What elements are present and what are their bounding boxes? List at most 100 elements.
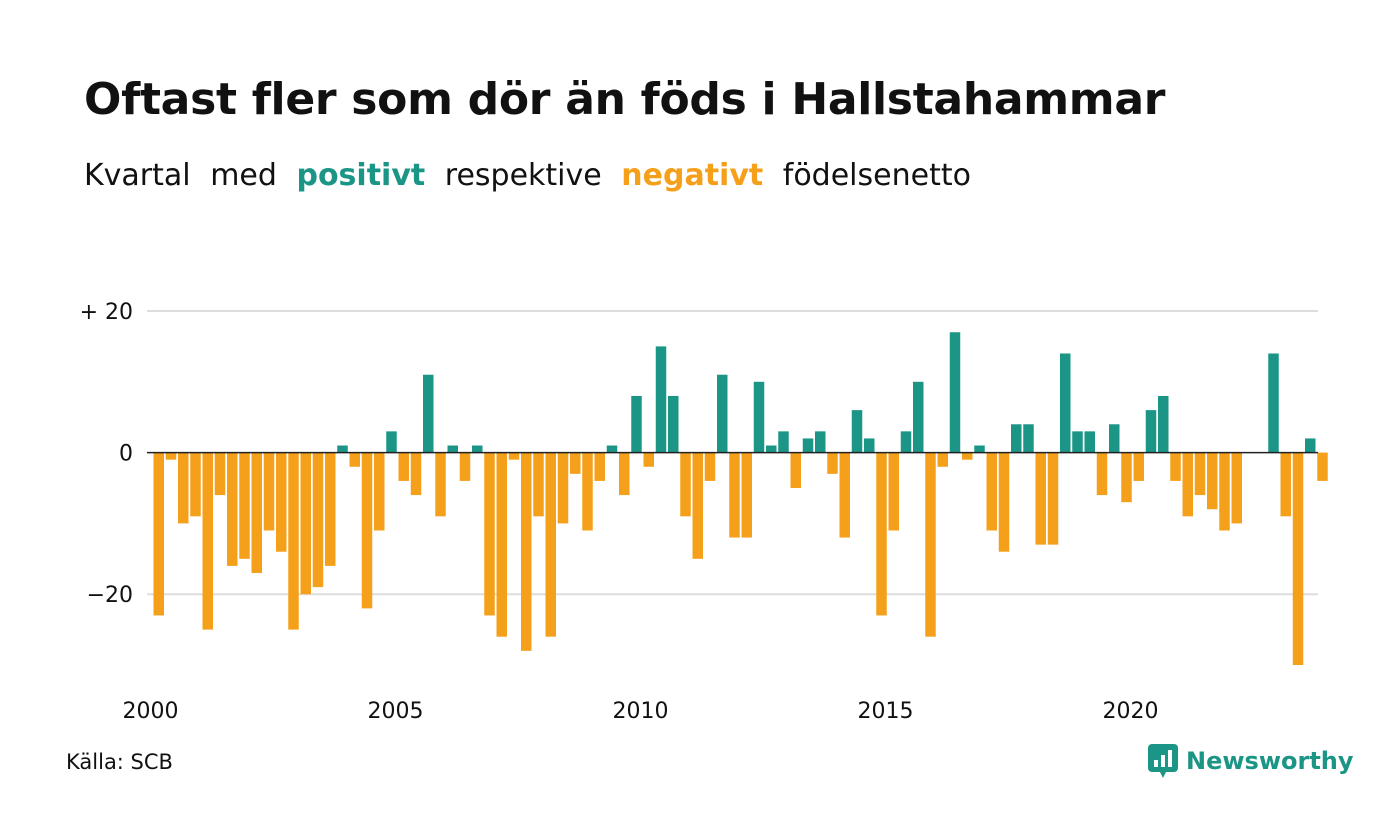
bar-2009-k4 <box>631 395 642 453</box>
bar-2004-k4 <box>386 431 397 453</box>
bar-2007-k4 <box>533 452 544 517</box>
bar-2000-k3 <box>178 452 189 524</box>
bar-2006-k4 <box>484 452 495 616</box>
bar-2002-k2 <box>263 452 275 531</box>
brand-name: Newsworthy <box>1186 747 1354 775</box>
bar-2012-k1 <box>741 452 752 538</box>
bar-2005-k3 <box>423 374 434 453</box>
bar-2009-k3 <box>619 452 630 496</box>
bar-2005-k4 <box>435 452 446 517</box>
y-tick-label-2: −20 <box>87 583 133 608</box>
chart-subtitle: Kvartal med positivt respektive negativt… <box>84 158 981 193</box>
bar-2020-k4 <box>1170 452 1181 481</box>
bar-2009-k2 <box>606 445 618 453</box>
x-tick-label-2015: 2015 <box>858 699 914 724</box>
bar-2011-k4 <box>729 452 740 538</box>
subtitle-negative-word: negativt <box>621 158 764 193</box>
bar-2002-k3 <box>276 452 287 552</box>
bar-2003-k3 <box>325 452 336 566</box>
bar-2022-k1 <box>1231 452 1242 524</box>
bar-2008-k1 <box>545 452 556 637</box>
bar-2020-k1 <box>1133 452 1144 481</box>
bar-2005-k2 <box>410 452 422 496</box>
x-tick-label-2000: 2000 <box>123 699 179 724</box>
bar-2023-k4 <box>1317 452 1328 481</box>
bar-2021-k2 <box>1194 452 1206 496</box>
chart-title: Oftast fler som dör än föds i Hallstaham… <box>84 74 1166 125</box>
source-label: Källa: SCB <box>66 750 173 774</box>
y-tick-label-0: + 20 <box>80 300 133 325</box>
bar-2008-k3 <box>570 452 581 474</box>
subtitle-word-med: med <box>210 158 277 193</box>
bar-2018-k4 <box>1072 431 1083 453</box>
bar-2021-k3 <box>1207 452 1218 510</box>
bar-2014-k3 <box>864 438 875 453</box>
bar-2023-k2 <box>1292 452 1304 665</box>
bar-2004-k3 <box>374 452 385 531</box>
bar-2022-k4 <box>1268 353 1279 453</box>
bar-2012-k3 <box>766 445 777 453</box>
bar-2014-k2 <box>851 410 863 453</box>
bar-2017-k3 <box>1011 424 1022 453</box>
bar-2013-k4 <box>827 452 838 474</box>
bar-2015-k1 <box>888 452 899 531</box>
bar-2010-k4 <box>680 452 691 517</box>
bar-2011-k2 <box>704 452 716 481</box>
bar-2023-k3 <box>1305 438 1316 453</box>
bar-2010-k2 <box>655 346 667 453</box>
bar-2016-k4 <box>974 445 985 453</box>
bar-2000-k4 <box>190 452 201 517</box>
bar-2001-k3 <box>227 452 238 566</box>
subtitle-word-respektive: respektive <box>444 158 602 193</box>
bar-2019-k4 <box>1121 452 1132 503</box>
bar-2004-k2 <box>361 452 373 609</box>
y-tick-label-1: 0 <box>119 442 133 467</box>
bar-2000-k1 <box>153 452 164 616</box>
bar-2007-k1 <box>496 452 507 637</box>
bar-2007-k2 <box>508 452 520 460</box>
bar-2018-k3 <box>1060 353 1071 453</box>
subtitle-positive-word: positivt <box>296 158 426 193</box>
bar-2004-k1 <box>349 452 360 467</box>
bar-2018-k2 <box>1047 452 1059 545</box>
bar-2015-k2 <box>900 431 912 453</box>
bar-2002-k1 <box>251 452 262 573</box>
bar-2013-k2 <box>802 438 814 453</box>
bar-2011-k1 <box>692 452 703 559</box>
bar-2017-k4 <box>1023 424 1034 453</box>
bar-2017-k1 <box>986 452 997 531</box>
subtitle-word-fodelsenetto: födelsenetto <box>782 158 971 193</box>
bar-2012-k4 <box>778 431 789 453</box>
bar-2021-k4 <box>1219 452 1230 531</box>
bar-2000-k2 <box>165 452 177 460</box>
bar-2010-k1 <box>643 452 654 467</box>
bar-2011-k3 <box>717 374 728 453</box>
bar-2013-k1 <box>790 452 801 488</box>
bar-2013-k3 <box>815 431 826 453</box>
bar-2006-k3 <box>472 445 483 453</box>
bar-2020-k2 <box>1145 410 1157 453</box>
bar-2003-k1 <box>300 452 311 595</box>
bar-2006-k1 <box>447 445 458 453</box>
bar-2009-k1 <box>594 452 605 481</box>
bar-2020-k3 <box>1158 395 1169 453</box>
bar-2019-k1 <box>1084 431 1095 453</box>
bar-2016-k1 <box>937 452 948 467</box>
bar-2002-k4 <box>288 452 299 630</box>
bar-2003-k4 <box>337 445 348 453</box>
bar-2016-k2 <box>949 332 961 453</box>
x-tick-label-2020: 2020 <box>1103 699 1159 724</box>
bar-2005-k1 <box>398 452 409 481</box>
bar-2012-k2 <box>753 381 765 453</box>
bar-2008-k4 <box>582 452 593 531</box>
bar-2023-k1 <box>1280 452 1291 517</box>
bar-2015-k4 <box>925 452 936 637</box>
bar-2003-k2 <box>312 452 324 588</box>
bar-2014-k4 <box>876 452 887 616</box>
bar-2016-k3 <box>962 452 973 460</box>
x-tick-label-2010: 2010 <box>613 699 669 724</box>
bar-2018-k1 <box>1035 452 1046 545</box>
bar-2021-k1 <box>1182 452 1193 517</box>
bar-2001-k2 <box>214 452 226 496</box>
